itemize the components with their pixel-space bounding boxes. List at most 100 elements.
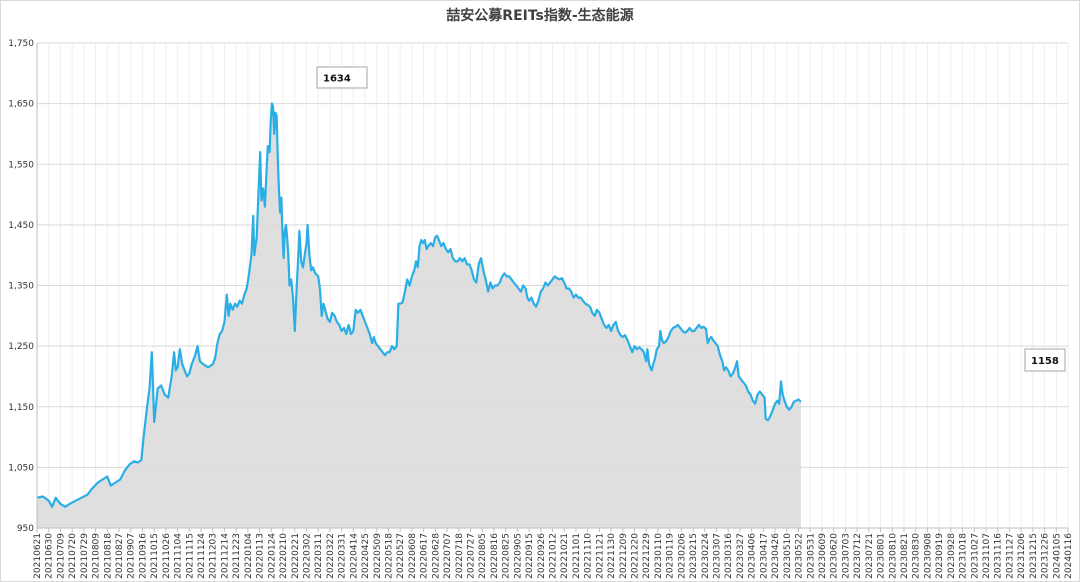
x-tick-label: 20220331: [338, 533, 348, 579]
x-tick-label: 20220707: [443, 533, 453, 579]
x-tick-label: 20230609: [818, 533, 828, 579]
x-tick-label: 20230810: [888, 533, 898, 579]
x-tick-label: 20230801: [877, 533, 887, 579]
x-tick-label: 20220905: [513, 533, 523, 579]
chart-title: 喆安公募REITs指数-生态能源: [446, 7, 633, 24]
y-tick-label: 1,250: [8, 342, 34, 352]
x-tick-label: 20220414: [349, 533, 359, 579]
x-tick-label: 20210709: [56, 533, 66, 579]
x-tick-label: 20220628: [431, 533, 441, 579]
x-tick-label: 20230703: [841, 533, 851, 579]
x-tick-label: 20210630: [45, 533, 55, 579]
x-tick-label: 20230928: [947, 533, 957, 579]
callout-box: [1024, 348, 1066, 372]
x-tick-label: 20221229: [642, 533, 652, 579]
x-tick-label: 20220718: [455, 533, 465, 579]
x-tick-label: 20231215: [1029, 533, 1039, 579]
y-tick-label: 1,550: [8, 160, 34, 170]
x-tick-label: 20220825: [502, 533, 512, 579]
x-tick-label: 20220124: [267, 533, 277, 579]
x-tick-label: 20231018: [959, 533, 969, 579]
x-tick-label: 20230119: [666, 533, 676, 579]
callout-label: 1158: [1031, 356, 1059, 367]
x-tick-label: 20220425: [361, 533, 371, 579]
x-tick-label: 20231127: [1005, 533, 1015, 579]
y-tick-label: 1,350: [8, 282, 34, 292]
x-tick-label: 20220113: [256, 533, 266, 579]
x-tick-label: 20211124: [197, 533, 207, 579]
x-tick-label: 20220926: [537, 533, 547, 579]
x-tick-label: 20230417: [759, 533, 769, 579]
x-tick-label: 20240116: [1064, 533, 1074, 579]
callout-label: 1634: [323, 74, 351, 85]
x-tick-label: 20210907: [127, 533, 137, 579]
x-tick-label: 20221101: [572, 533, 582, 579]
callout-box: [316, 66, 368, 89]
x-tick-label: 20220221: [291, 533, 301, 579]
x-tick-label: 20211104: [174, 533, 184, 579]
x-tick-label: 20220915: [525, 533, 535, 579]
x-tick-label: 20221121: [595, 533, 605, 579]
x-tick-label: 20210809: [92, 533, 102, 579]
x-tick-label: 20211223: [232, 533, 242, 579]
x-tick-label: 20210621: [33, 533, 43, 579]
x-tick-label: 20211214: [220, 533, 230, 579]
x-tick-label: 20230712: [853, 533, 863, 579]
x-tick-label: 20230215: [689, 533, 699, 579]
x-tick-label: 20230206: [677, 533, 687, 579]
x-tick-label: 20230908: [923, 533, 933, 579]
x-tick-label: 20220104: [244, 533, 254, 579]
x-tick-label: 20230426: [771, 533, 781, 579]
x-tick-label: 20240105: [1052, 533, 1062, 579]
x-tick-label: 20230316: [724, 533, 734, 579]
x-tick-label: 20231027: [970, 533, 980, 579]
y-tick-label: 1,650: [8, 100, 34, 110]
x-tick-label: 20230821: [900, 533, 910, 579]
x-tick-label: 20220805: [478, 533, 488, 579]
x-tick-label: 20220322: [326, 533, 336, 579]
callouts: 1634 1158: [316, 66, 1066, 372]
x-tick-label: 20230110: [654, 533, 664, 579]
x-tick-label: 20231107: [982, 533, 992, 579]
y-axis: 950 1,050 1,150 1,250 1,350 1,450 1,550 1,650 1,…: [8, 39, 38, 534]
x-tick-label: 20231116: [994, 533, 1004, 579]
x-tick-label: 20230307: [713, 533, 723, 579]
x-tick-label: 20210916: [138, 533, 148, 579]
series-area: [37, 103, 801, 528]
x-tick-label: 20220302: [302, 533, 312, 579]
x-tick-label: 20210729: [80, 533, 90, 579]
x-tick-label: 20221110: [584, 533, 594, 579]
y-tick-label: 1,750: [8, 39, 34, 49]
x-tick-label: 20230531: [806, 533, 816, 579]
x-tick-label: 20221130: [607, 533, 617, 579]
x-tick-label: 20231206: [1017, 533, 1027, 579]
x-tick-label: 20211203: [209, 533, 219, 579]
x-tick-label: 20220509: [373, 533, 383, 579]
area-layer: [37, 103, 801, 528]
x-tick-label: 20230919: [935, 533, 945, 579]
line-layer: [36, 102, 802, 508]
series-line: [36, 102, 802, 508]
x-tick-label: 20220727: [466, 533, 476, 579]
x-tick-label: 20230620: [830, 533, 840, 579]
x-tick-label: 20220311: [314, 533, 324, 579]
x-tick-label: 20230830: [912, 533, 922, 579]
x-tick-label: 20230327: [736, 533, 746, 579]
x-tick-label: 20230406: [748, 533, 758, 579]
x-tick-label: 20230510: [783, 533, 793, 579]
x-tick-label: 20221021: [560, 533, 570, 579]
x-tick-label: 20230721: [865, 533, 875, 579]
x-tick-label: 20220608: [408, 533, 418, 579]
x-tick-label: 20220518: [384, 533, 394, 579]
y-tick-label: 1,050: [8, 463, 34, 473]
y-tick-label: 1,150: [8, 403, 34, 413]
x-tick-label: 20220617: [420, 533, 430, 579]
x-tick-label: 20220210: [279, 533, 289, 579]
x-tick-label: 20210720: [68, 533, 78, 579]
x-tick-label: 20210827: [115, 533, 125, 579]
x-tick-label: 20220816: [490, 533, 500, 579]
x-tick-label: 20220527: [396, 533, 406, 579]
y-tick-label: 1,450: [8, 221, 34, 231]
